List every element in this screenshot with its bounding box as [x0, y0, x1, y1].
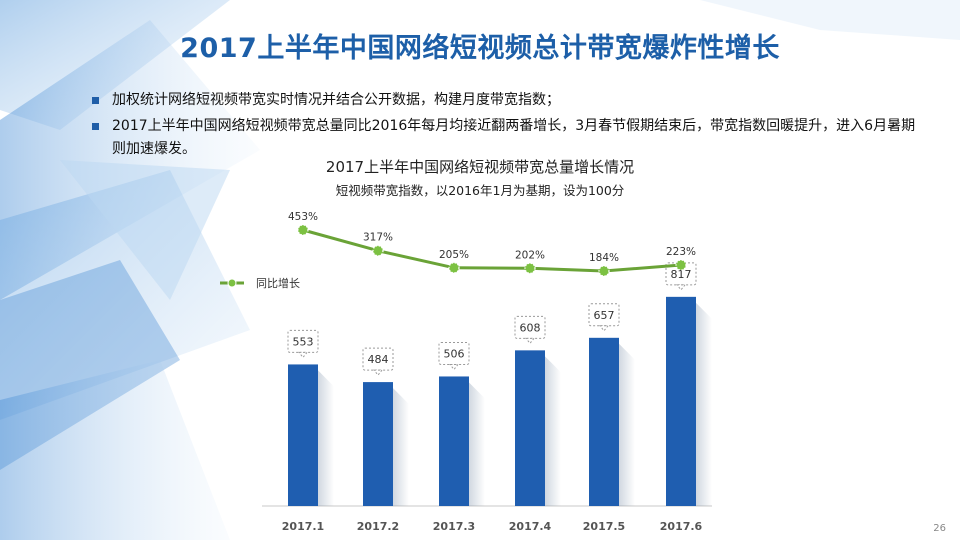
- line-point: [598, 265, 610, 277]
- bullet-item: 加权统计网络短视频带宽实时情况并结合公开数据，构建月度带宽指数；: [92, 89, 922, 112]
- bar: [666, 296, 696, 506]
- bar-value-label: 608: [520, 321, 541, 334]
- bar-value-pointer: [524, 337, 536, 345]
- bullet-text: 加权统计网络短视频带宽实时情况并结合公开数据，构建月度带宽指数；: [112, 92, 560, 108]
- bar: [589, 337, 619, 506]
- bar-value-pointer: [598, 325, 610, 332]
- line-point-label: 317%: [363, 232, 393, 244]
- bar: [515, 350, 545, 506]
- bar-value-box: [514, 315, 546, 339]
- chart-title: 2017上半年中国网络短视频带宽总量增长情况: [325, 158, 635, 176]
- bullet-marker: [92, 97, 99, 104]
- x-tick-label: 2017.1: [282, 520, 324, 533]
- bar-value-box: [287, 329, 319, 353]
- bar-value-box: [438, 341, 470, 365]
- bar-value-pointer: [297, 351, 309, 359]
- bar: [439, 376, 469, 506]
- x-tick-label: 2017.6: [660, 520, 703, 533]
- plot-area: 553 2017.1 484 2017.2 506 2017.3 608 2017.4 657 2…: [262, 211, 712, 533]
- bullet-list: 加权统计网络短视频带宽实时情况并结合公开数据，构建月度带宽指数； 2017上半年…: [92, 89, 922, 164]
- bar-value-pointer: [675, 284, 687, 291]
- bar-shadow: [619, 343, 635, 506]
- bullet-item: 2017上半年中国网络短视频带宽总量同比2016年每月均接近翻两番增长，3月春节…: [92, 115, 922, 161]
- line-point: [297, 224, 309, 236]
- legend-marker: [227, 278, 237, 288]
- page-number: 26: [933, 523, 946, 534]
- bar-value-box: [362, 347, 394, 371]
- line-point: [524, 262, 536, 274]
- bar-shadow: [469, 382, 485, 506]
- line-point-label: 202%: [515, 249, 545, 261]
- line-point-label: 453%: [288, 211, 318, 223]
- bullet-marker: [92, 123, 99, 130]
- legend: 同比增长: [220, 276, 300, 290]
- line-point-label: 184%: [589, 252, 619, 264]
- bar-value-pointer: [448, 363, 460, 371]
- bar-shadow: [545, 356, 561, 506]
- bar-value-pointer: [372, 369, 384, 376]
- bar-shadow: [393, 388, 409, 506]
- line-point-label: 223%: [666, 246, 696, 258]
- bar-value-box: [588, 303, 620, 327]
- bullet-text: 2017上半年中国网络短视频带宽总量同比2016年每月均接近翻两番增长，3月春节…: [112, 118, 916, 157]
- bar-value-label: 657: [594, 309, 615, 322]
- bar: [363, 382, 393, 506]
- x-tick-label: 2017.2: [357, 520, 399, 533]
- bar-value-label: 817: [671, 268, 692, 281]
- line-point: [675, 259, 687, 271]
- line-point: [372, 245, 384, 257]
- bar: [288, 364, 318, 506]
- x-tick-label: 2017.4: [509, 520, 552, 533]
- x-tick-label: 2017.3: [433, 520, 475, 533]
- chart-subtitle: 短视频带宽指数，以2016年1月为基期，设为100分: [335, 183, 625, 198]
- bar-value-label: 506: [444, 347, 465, 360]
- legend-label: 同比增长: [256, 276, 300, 290]
- slide-title: 2017上半年中国网络短视频总计带宽爆炸性增长: [180, 33, 780, 64]
- series-line-growth: [302, 228, 682, 273]
- line-point-label: 205%: [439, 249, 469, 261]
- line-point: [448, 262, 460, 274]
- x-tick-label: 2017.5: [583, 520, 625, 533]
- bar-value-label: 484: [368, 353, 389, 366]
- bar-shadow: [696, 302, 712, 506]
- bar-shadow: [318, 370, 334, 506]
- bar-value-label: 553: [293, 335, 314, 348]
